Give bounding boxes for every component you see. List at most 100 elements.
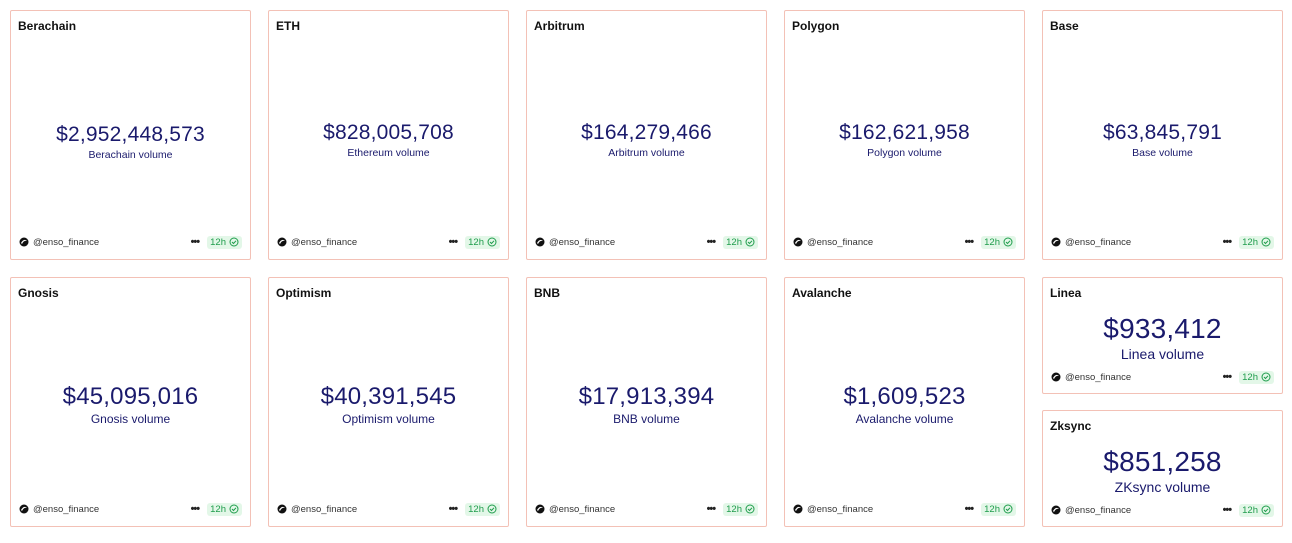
author[interactable]: @enso_finance — [277, 237, 357, 248]
author[interactable]: @enso_finance — [1051, 505, 1131, 516]
enso-logo-icon — [1051, 237, 1061, 247]
card-footer: @enso_finance ••• 12h — [1051, 235, 1274, 249]
metric: $40,391,545 Optimism volume — [269, 383, 508, 426]
metric-label: Base volume — [1132, 147, 1193, 159]
status-badge: 12h — [981, 235, 1016, 249]
metric-label: Arbitrum volume — [608, 147, 685, 159]
author-handle: @enso_finance — [291, 503, 358, 515]
card-arbitrum[interactable]: Arbitrum $164,279,466 Arbitrum volume @e… — [526, 10, 767, 260]
card-footer: @enso_finance ••• 12h — [277, 235, 500, 249]
author-handle: @enso_finance — [291, 236, 358, 248]
age-text: 12h — [468, 236, 484, 248]
enso-logo-icon — [1051, 372, 1061, 382]
card-footer: @enso_finance ••• 12h — [19, 235, 242, 249]
check-circle-icon — [1261, 237, 1271, 247]
age-text: 12h — [210, 236, 226, 248]
author-handle: @enso_finance — [549, 503, 616, 515]
author-handle: @enso_finance — [807, 503, 874, 515]
author[interactable]: @enso_finance — [19, 237, 99, 248]
more-dots-icon[interactable]: ••• — [706, 503, 717, 515]
more-dots-icon[interactable]: ••• — [448, 236, 459, 248]
more-dots-icon[interactable]: ••• — [964, 236, 975, 248]
check-circle-icon — [229, 237, 239, 247]
more-dots-icon[interactable]: ••• — [1222, 236, 1233, 248]
author-handle: @enso_finance — [1065, 504, 1132, 516]
status-badge: 12h — [207, 235, 242, 249]
card-footer: @enso_finance ••• 12h — [793, 502, 1016, 516]
card-footer: @enso_finance ••• 12h — [1051, 503, 1274, 517]
card-footer: @enso_finance ••• 12h — [19, 502, 242, 516]
status-badge: 12h — [1239, 370, 1274, 384]
metric-value: $40,391,545 — [320, 383, 457, 410]
card-title: Gnosis — [18, 286, 59, 300]
card-title: Base — [1050, 19, 1079, 33]
card-bnb[interactable]: BNB $17,913,394 BNB volume @enso_finance… — [526, 277, 767, 527]
metric-label: Gnosis volume — [90, 412, 171, 426]
card-base[interactable]: Base $63,845,791 Base volume @enso_finan… — [1042, 10, 1283, 260]
card-berachain[interactable]: Berachain $2,952,448,573 Berachain volum… — [10, 10, 251, 260]
author[interactable]: @enso_finance — [1051, 237, 1131, 248]
metric-label: Berachain volume — [88, 149, 173, 161]
metric: $933,412 Linea volume — [1043, 313, 1282, 362]
metric-value: $162,621,958 — [839, 121, 970, 144]
metric: $17,913,394 BNB volume — [527, 383, 766, 426]
author[interactable]: @enso_finance — [535, 504, 615, 515]
status-badge: 12h — [207, 502, 242, 516]
enso-logo-icon — [277, 237, 287, 247]
author[interactable]: @enso_finance — [1051, 372, 1131, 383]
metric-label: BNB volume — [613, 412, 680, 426]
card-footer: @enso_finance ••• 12h — [1051, 370, 1274, 384]
author[interactable]: @enso_finance — [277, 504, 357, 515]
metric-value: $2,952,448,573 — [56, 123, 205, 146]
author[interactable]: @enso_finance — [19, 504, 99, 515]
metric-label: Linea volume — [1120, 346, 1205, 362]
metric-value: $164,279,466 — [581, 121, 712, 144]
card-avalanche[interactable]: Avalanche $1,609,523 Avalanche volume @e… — [784, 277, 1025, 527]
more-dots-icon[interactable]: ••• — [448, 503, 459, 515]
author[interactable]: @enso_finance — [793, 504, 873, 515]
card-footer: @enso_finance ••• 12h — [535, 502, 758, 516]
more-dots-icon[interactable]: ••• — [190, 236, 201, 248]
author-handle: @enso_finance — [33, 236, 100, 248]
card-gnosis[interactable]: Gnosis $45,095,016 Gnosis volume @enso_f… — [10, 277, 251, 527]
status-badge: 12h — [465, 502, 500, 516]
more-dots-icon[interactable]: ••• — [706, 236, 717, 248]
enso-logo-icon — [1051, 505, 1061, 515]
age-text: 12h — [984, 236, 1000, 248]
check-circle-icon — [1003, 504, 1013, 514]
status-badge: 12h — [723, 235, 758, 249]
card-title: Arbitrum — [534, 19, 585, 33]
author-handle: @enso_finance — [1065, 236, 1132, 248]
age-text: 12h — [1242, 371, 1258, 383]
metric-label: Ethereum volume — [347, 147, 430, 159]
author[interactable]: @enso_finance — [535, 237, 615, 248]
check-circle-icon — [1261, 505, 1271, 515]
metric-value: $17,913,394 — [578, 383, 715, 410]
card-title: Zksync — [1050, 419, 1092, 433]
more-dots-icon[interactable]: ••• — [1222, 371, 1233, 383]
age-text: 12h — [726, 236, 742, 248]
more-dots-icon[interactable]: ••• — [1222, 504, 1233, 516]
metric: $63,845,791 Base volume — [1043, 121, 1282, 159]
card-eth[interactable]: ETH $828,005,708 Ethereum volume @enso_f… — [268, 10, 509, 260]
enso-logo-icon — [535, 237, 545, 247]
card-polygon[interactable]: Polygon $162,621,958 Polygon volume @ens… — [784, 10, 1025, 260]
check-circle-icon — [1003, 237, 1013, 247]
age-text: 12h — [468, 503, 484, 515]
card-title: ETH — [276, 19, 300, 33]
card-title: Berachain — [18, 19, 77, 33]
age-text: 12h — [726, 503, 742, 515]
card-optimism[interactable]: Optimism $40,391,545 Optimism volume @en… — [268, 277, 509, 527]
metric: $164,279,466 Arbitrum volume — [527, 121, 766, 159]
check-circle-icon — [487, 237, 497, 247]
check-circle-icon — [745, 237, 755, 247]
author[interactable]: @enso_finance — [793, 237, 873, 248]
status-badge: 12h — [723, 502, 758, 516]
card-linea[interactable]: Linea $933,412 Linea volume @enso_financ… — [1042, 277, 1283, 394]
metric-value: $1,609,523 — [843, 383, 966, 410]
more-dots-icon[interactable]: ••• — [964, 503, 975, 515]
card-title: Avalanche — [792, 286, 852, 300]
metric-value: $45,095,016 — [62, 383, 199, 410]
more-dots-icon[interactable]: ••• — [190, 503, 201, 515]
card-zksync[interactable]: Zksync $851,258 ZKsync volume @enso_fina… — [1042, 410, 1283, 527]
